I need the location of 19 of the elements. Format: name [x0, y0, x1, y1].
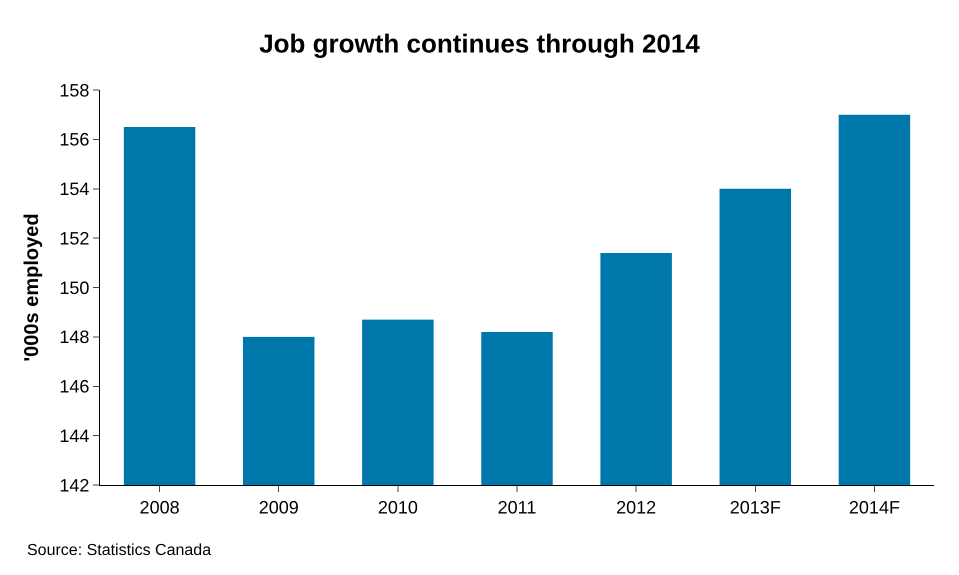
x-tick-label: 2010 — [378, 498, 418, 518]
y-tick-label: 152 — [59, 228, 90, 248]
y-tick-label: 158 — [59, 80, 90, 100]
y-tick-label: 154 — [59, 179, 90, 200]
y-tick-label: 148 — [59, 327, 90, 348]
y-tick-label: 150 — [59, 278, 90, 298]
x-tick-label: 2013F — [730, 498, 781, 518]
chart-title: Job growth continues through 2014 — [259, 28, 700, 59]
y-tick-label: 156 — [59, 130, 90, 150]
x-tick-label: 2008 — [140, 498, 180, 518]
x-tick-label: 2009 — [258, 498, 299, 518]
y-axis-title: '000s employed — [20, 213, 43, 362]
y-tick-label: 146 — [59, 376, 90, 397]
source-note: Source: Statistics Canada — [27, 542, 212, 559]
x-tick-label: 2012 — [616, 498, 656, 518]
y-tick-label: 144 — [59, 426, 90, 446]
x-tick-label: 2011 — [498, 498, 536, 518]
y-tick-label: 142 — [59, 475, 90, 496]
x-tick-label: 2014F — [848, 498, 900, 518]
